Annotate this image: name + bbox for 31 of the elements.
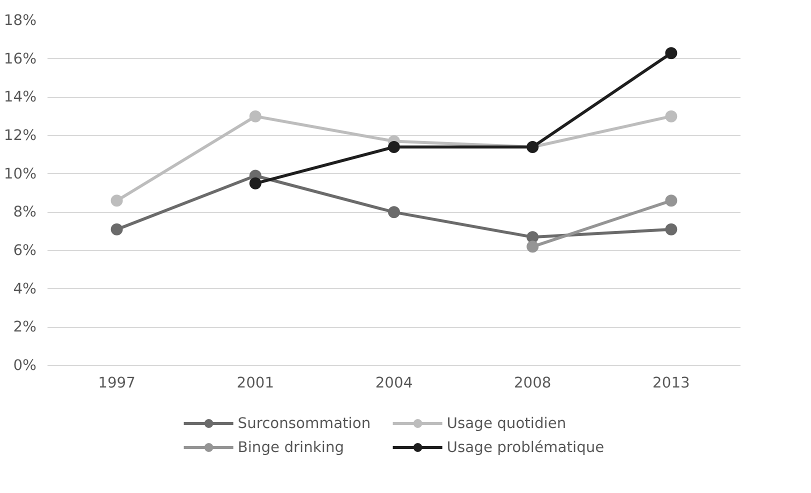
- legend-label: Usage quotidien: [446, 414, 568, 432]
- y-tick-label: 8%: [13, 204, 37, 221]
- point: [388, 206, 400, 218]
- point: [526, 240, 539, 253]
- legend-label: Surconsommation: [238, 414, 372, 432]
- x-tick-label: 2004: [375, 374, 413, 392]
- point: [665, 194, 678, 207]
- point: [110, 223, 123, 236]
- point: [110, 194, 123, 207]
- point: [526, 231, 539, 244]
- y-tick-label: 16%: [4, 50, 37, 68]
- y-tick-label: 18%: [4, 12, 37, 29]
- point: [665, 110, 678, 122]
- legend-label: Usage problématique: [446, 438, 604, 456]
- y-tick-label: 14%: [4, 88, 37, 106]
- y-tick-label: 4%: [13, 280, 37, 298]
- x-tick-label: 1997: [98, 374, 136, 392]
- y-tick-label: 6%: [13, 242, 37, 259]
- y-tick-label: 12%: [4, 127, 37, 144]
- x-tick-label: 2001: [236, 374, 274, 392]
- point: [665, 223, 678, 236]
- y-tick-label: 10%: [4, 165, 37, 182]
- legend-label: Binge drinking: [238, 438, 346, 456]
- point: [388, 141, 400, 153]
- point: [249, 177, 262, 190]
- x-tick-label: 2008: [514, 374, 552, 392]
- point: [665, 47, 678, 60]
- x-tick-label: 2013: [652, 374, 690, 392]
- point: [249, 110, 262, 122]
- y-tick-label: 2%: [13, 318, 37, 336]
- y-tick-label: 0%: [13, 357, 37, 374]
